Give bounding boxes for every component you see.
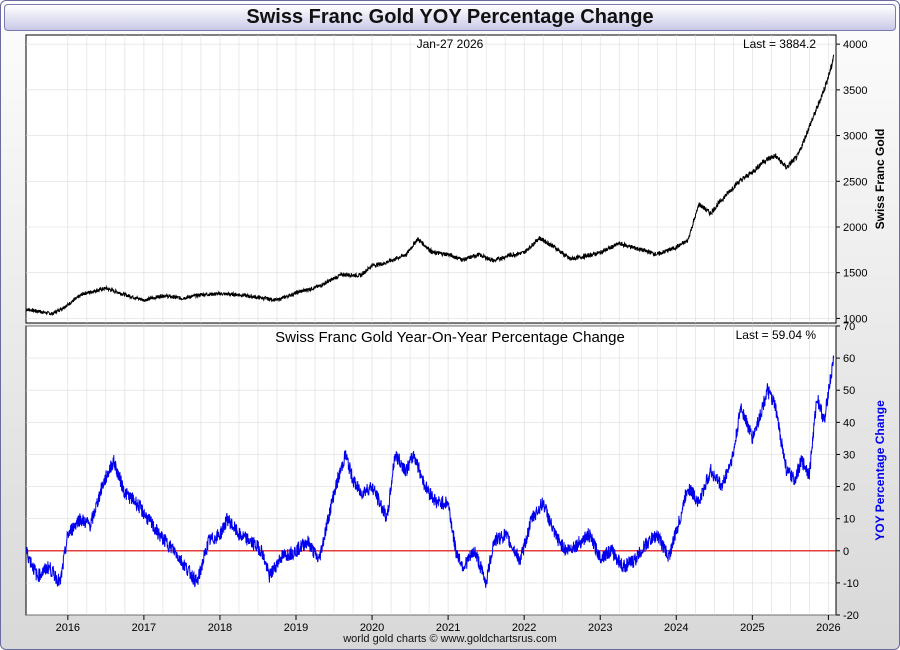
- y-tick-label: 10: [843, 514, 855, 526]
- y-tick-label: 60: [843, 353, 855, 365]
- series-line-price: [25, 54, 835, 316]
- y-tick-label: 30: [843, 449, 855, 461]
- panel-title: Swiss Franc Gold Year-On-Year Percentage…: [275, 329, 625, 346]
- x-tick-label: 2023: [588, 622, 612, 634]
- y-tick-label: 4000: [843, 39, 867, 51]
- x-tick-label: 2024: [664, 622, 688, 634]
- y-tick-label: 50: [843, 385, 855, 397]
- y-tick-label: -20: [843, 610, 859, 622]
- y-tick-label: 3000: [843, 131, 867, 143]
- y-tick-label: 2500: [843, 176, 867, 188]
- y-axis-label: Swiss Franc Gold: [873, 129, 887, 230]
- y-tick-label: 20: [843, 482, 855, 494]
- x-tick-label: 2016: [56, 622, 80, 634]
- y-tick-label: 1000: [843, 313, 867, 325]
- x-tick-label: 2025: [740, 622, 764, 634]
- y-tick-label: 70: [843, 321, 855, 333]
- chart-title: Swiss Franc Gold YOY Percentage Change: [246, 6, 654, 28]
- price-panel: 1000 1500 2000 2500 3000 3500 4000 Swiss Franc …: [25, 34, 887, 325]
- y-tick-label: 2000: [843, 222, 867, 234]
- y-tick-label: 40: [843, 417, 855, 429]
- plot-area: [25, 34, 837, 324]
- yoy-panel: -20 -10 0 10 20 30 40 50 60 70 YOY Percentage Chan…: [25, 321, 887, 622]
- title-bar: Swiss Franc Gold YOY Percentage Change: [4, 4, 896, 31]
- x-tick-label: 2022: [512, 622, 536, 634]
- x-tick-label: 2018: [208, 622, 232, 634]
- x-tick-label: 2020: [360, 622, 384, 634]
- y-tick-label: 1500: [843, 268, 867, 280]
- y-tick-label: -10: [843, 578, 859, 590]
- x-axis: 2016 2017 2018 2019 2020 2021 2022 2023 2024 2025…: [56, 615, 841, 634]
- last-value-label: Last = 3884.2: [743, 37, 816, 51]
- y-tick-label: 0: [843, 546, 849, 558]
- y-tick-label: 3500: [843, 85, 867, 97]
- x-tick-label: 2017: [132, 622, 156, 634]
- plot-area: [25, 325, 837, 616]
- x-tick-label: 2021: [436, 622, 460, 634]
- date-label: Jan-27 2026: [417, 37, 484, 51]
- series-line-yoy: [25, 355, 835, 588]
- x-tick-label: 2026: [816, 622, 840, 634]
- y-axis-label: YOY Percentage Change: [873, 400, 887, 541]
- last-value-label: Last = 59.04 %: [736, 328, 817, 342]
- x-tick-label: 2019: [284, 622, 308, 634]
- footer-credit: world gold charts © www.goldchartsrus.co…: [343, 633, 557, 645]
